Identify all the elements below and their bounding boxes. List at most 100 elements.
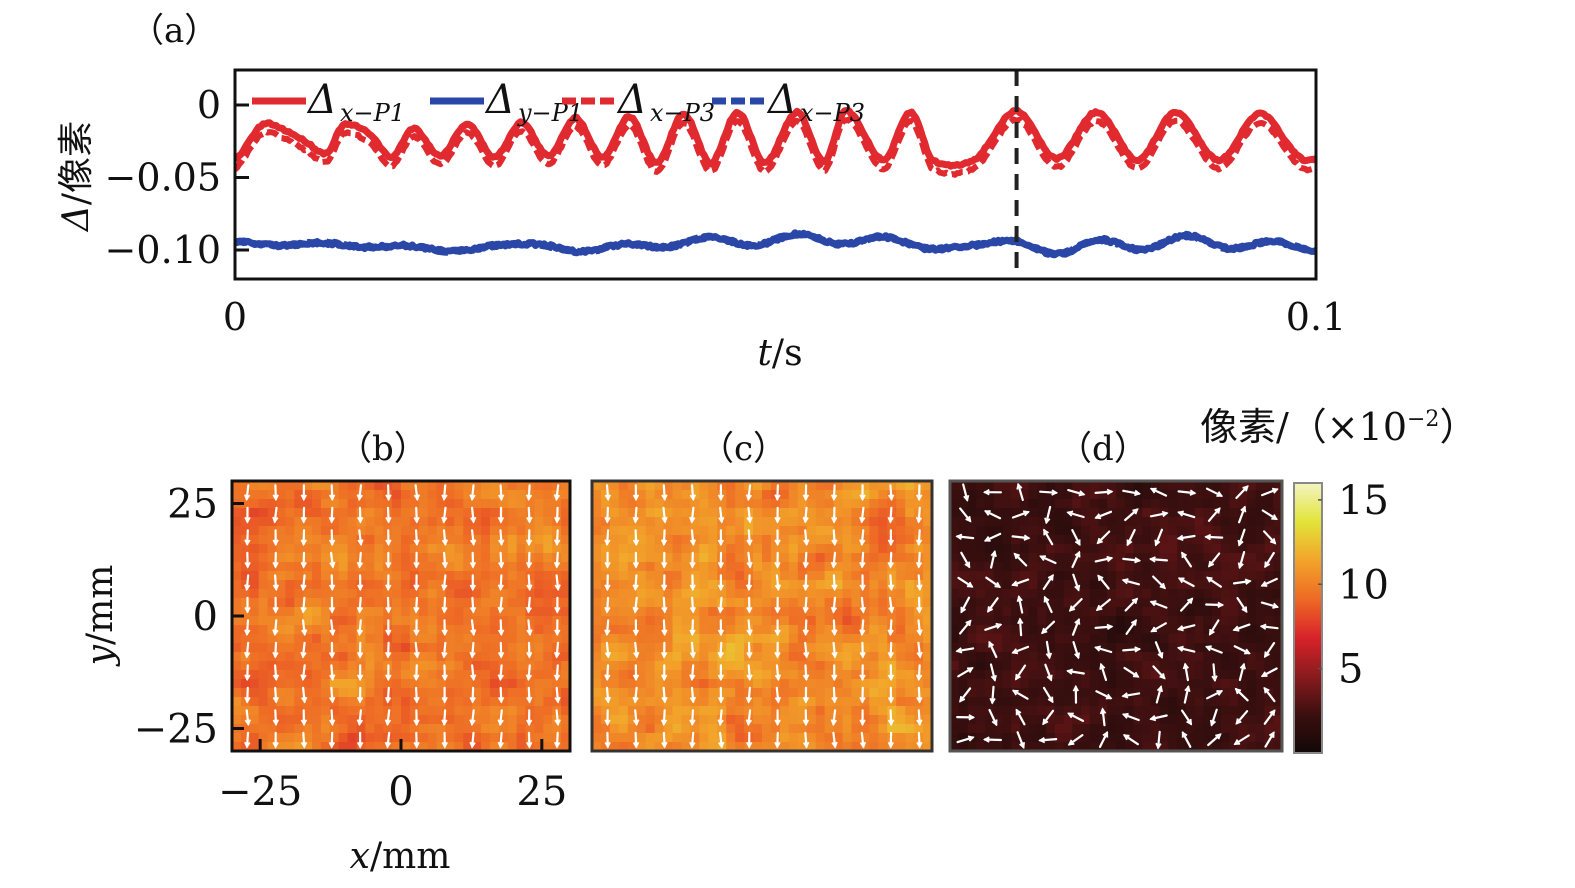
heatmap-cell	[507, 634, 518, 644]
heatmap-cell	[806, 625, 817, 635]
heatmap-cell	[770, 616, 781, 626]
heatmap-cell	[401, 490, 411, 500]
heatmap-cell	[427, 661, 438, 671]
heatmap-cell	[1116, 508, 1126, 518]
heatmap-cell	[516, 517, 527, 527]
heatmap-cell	[1054, 481, 1065, 491]
heatmap-cell	[600, 697, 611, 707]
heatmap-cell	[797, 697, 808, 707]
heatmap-cell	[762, 679, 772, 689]
heatmap-cell	[770, 733, 781, 743]
heatmap-cell	[1212, 724, 1222, 734]
heatmap-cell	[627, 562, 638, 572]
heatmap-cell	[788, 625, 799, 635]
heatmap-cell	[1220, 508, 1231, 518]
heatmap-cell	[905, 697, 915, 707]
heatmap-cell	[418, 553, 429, 563]
heatmap-cell	[753, 733, 763, 743]
heatmap-cell	[609, 517, 620, 527]
heatmap-cell	[1019, 490, 1030, 500]
heatmap-cell	[896, 598, 906, 608]
heatmap-cell	[1002, 580, 1012, 590]
heatmap-cell	[285, 517, 295, 527]
heatmap-cell	[923, 598, 933, 608]
heatmap-cell	[1011, 661, 1021, 671]
heatmap-cell	[516, 679, 527, 689]
heatmap-cell	[401, 517, 411, 527]
heatmap-cell	[320, 652, 331, 662]
heatmap-cell	[338, 481, 349, 491]
heatmap-cell	[1019, 544, 1030, 554]
heatmap-cell	[1150, 571, 1161, 581]
heatmap-cell	[1028, 571, 1038, 581]
heatmap-cell	[1203, 589, 1213, 599]
heatmap-cell	[1185, 634, 1196, 644]
heatmap-cell	[285, 634, 295, 644]
heatmap-cell	[543, 625, 553, 635]
heatmap-cell	[797, 598, 808, 608]
heatmap-cell	[454, 688, 464, 698]
heatmap-cell	[498, 652, 509, 662]
heatmap-cell	[516, 706, 527, 716]
heatmap-cell	[681, 625, 692, 635]
heatmap-cell	[896, 517, 906, 527]
heatmap-cell	[1028, 517, 1038, 527]
heatmap-cell	[1220, 706, 1231, 716]
heatmap-cell	[1194, 715, 1204, 725]
heatmap-cell	[1019, 562, 1030, 572]
heatmap-cell	[779, 688, 790, 698]
heatmap-cell	[878, 544, 888, 554]
heatmap-cell	[418, 535, 429, 545]
heatmap-cell	[1002, 697, 1012, 707]
heatmap-cell	[984, 571, 995, 581]
heatmap-cell	[445, 481, 455, 491]
heatmap-cell	[1142, 490, 1152, 500]
heatmap-cell	[609, 580, 620, 590]
heatmap-cell	[1247, 562, 1257, 572]
heatmap-cell	[1212, 679, 1222, 689]
quiver-arrow	[1233, 734, 1250, 746]
heatmap-cell	[347, 526, 358, 536]
heatmap-cell	[374, 562, 384, 572]
heatmap-cell	[312, 490, 322, 500]
heatmap-cell	[681, 616, 692, 626]
heatmap-cell	[592, 616, 602, 626]
quiver-arrow	[717, 551, 725, 569]
heatmap-cell	[374, 580, 384, 590]
heatmap-cell	[1194, 589, 1204, 599]
heatmap-cell	[824, 562, 835, 572]
heatmap-cell	[699, 580, 709, 590]
heatmap-cell	[672, 499, 683, 509]
heatmap-cell	[1255, 643, 1266, 653]
heatmap-cell	[681, 688, 692, 698]
heatmap-cell	[1168, 670, 1178, 680]
heatmap-cell	[1212, 535, 1222, 545]
heatmap-cell	[1133, 562, 1143, 572]
heatmap-cell	[1255, 697, 1266, 707]
heatmap-cell	[409, 652, 420, 662]
heatmap-cell	[609, 571, 620, 581]
heatmap-cell	[1264, 643, 1274, 653]
heatmap-cell	[1220, 652, 1231, 662]
heatmap-cell	[232, 562, 242, 572]
heatmap-cell	[436, 544, 447, 554]
heatmap-cell	[276, 652, 286, 662]
heatmap-cell	[276, 562, 286, 572]
heatmap-cell	[618, 724, 629, 734]
quiver-arrow	[983, 736, 1003, 743]
heatmap-cell	[1098, 679, 1108, 689]
heatmap-cell	[1028, 607, 1038, 617]
heatmap-cell	[993, 508, 1004, 518]
heatmap-cell	[851, 589, 862, 599]
quiver-arrow	[831, 731, 838, 749]
heatmap-cell	[1107, 670, 1117, 680]
heatmap-cell	[312, 688, 322, 698]
heatmap-cell	[1089, 562, 1100, 572]
heatmap-cell	[744, 589, 754, 599]
heatmap-cell	[762, 490, 772, 500]
heatmap-cell	[993, 634, 1004, 644]
heatmap-cell	[681, 499, 692, 509]
heatmap-cell	[1255, 616, 1266, 626]
heatmap-cell	[878, 580, 888, 590]
heatmap-cell	[1116, 535, 1126, 545]
